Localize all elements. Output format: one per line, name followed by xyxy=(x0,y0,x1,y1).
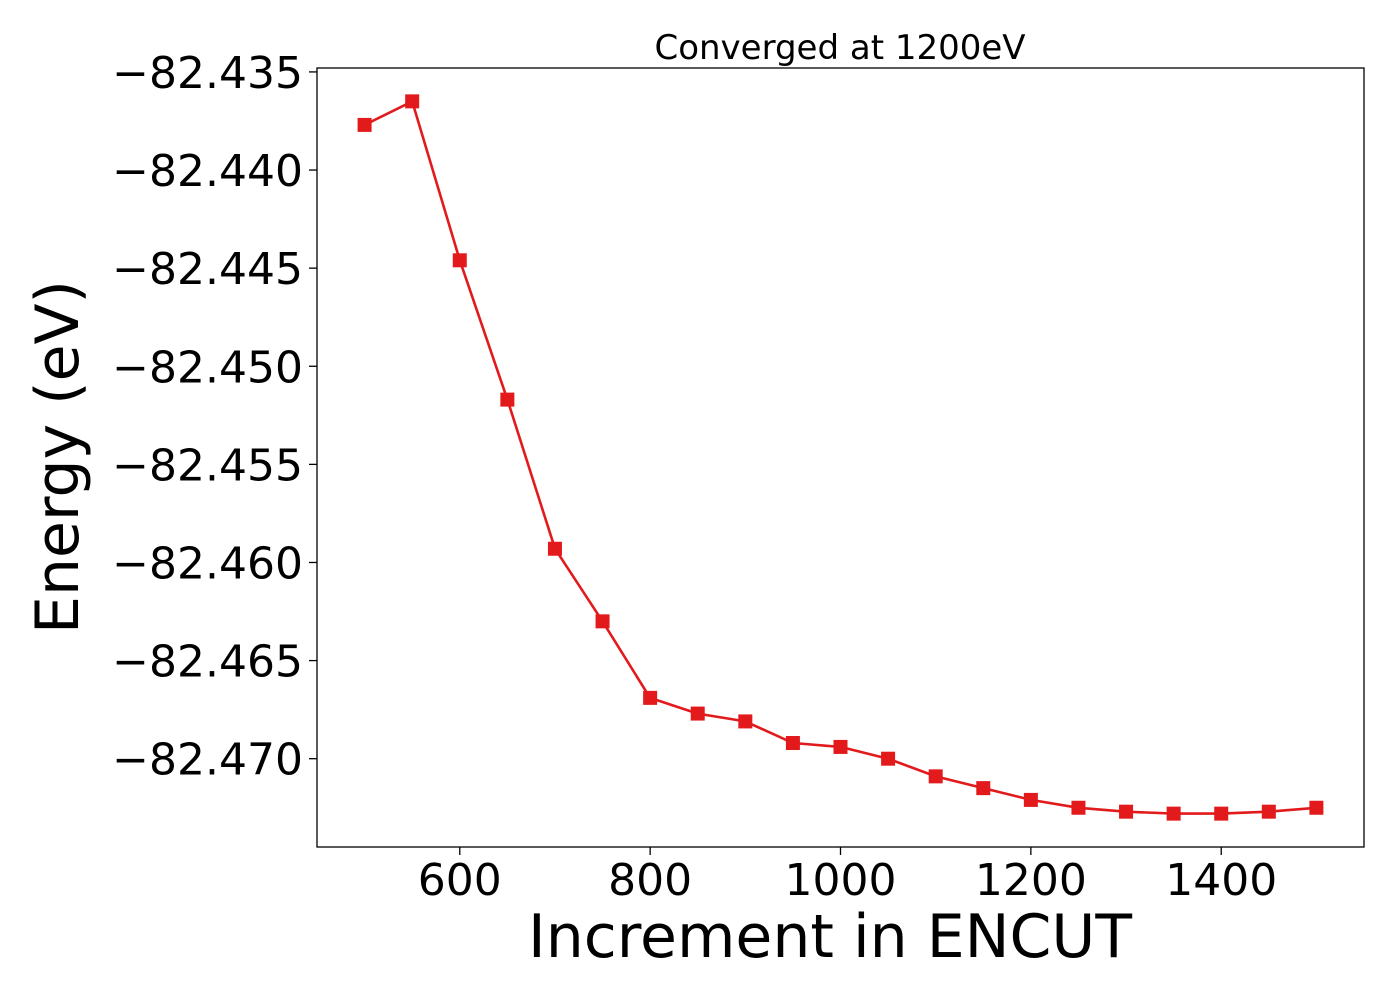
x-tick-label: 1000 xyxy=(785,855,897,906)
data-point-marker xyxy=(595,614,610,629)
y-tick-label: −82.435 xyxy=(112,48,303,99)
chart-title: Converged at 1200eV xyxy=(654,28,1025,68)
data-point-marker xyxy=(452,253,467,268)
x-tick-label: 1200 xyxy=(975,855,1087,906)
data-point-marker xyxy=(1261,804,1276,819)
x-tick-label: 1400 xyxy=(1165,855,1277,906)
data-point-marker xyxy=(738,714,753,729)
y-tick-label: −82.455 xyxy=(112,440,303,491)
y-tick-label: −82.450 xyxy=(112,342,303,393)
data-point-marker xyxy=(1214,806,1229,821)
data-point-marker xyxy=(357,117,372,132)
data-point-marker xyxy=(1166,806,1181,821)
data-point-marker xyxy=(643,690,658,705)
plot-frame xyxy=(316,67,1365,848)
x-axis-label: Increment in ENCUT xyxy=(528,902,1132,972)
data-point-marker xyxy=(928,769,943,784)
data-point-marker xyxy=(547,541,562,556)
y-tick-label: −82.440 xyxy=(112,146,303,197)
y-axis-label: Energy (eV) xyxy=(23,280,93,634)
x-tick-label: 600 xyxy=(418,855,502,906)
data-point-marker xyxy=(881,751,896,766)
data-point-marker xyxy=(785,736,800,751)
data-point-marker xyxy=(690,706,705,721)
axis-ticks: 600 800 1000 1200 1400 −82.435 −82.440 −82.445 −… xyxy=(112,48,1277,906)
data-point-marker xyxy=(1023,792,1038,807)
data-point-marker xyxy=(500,392,515,407)
data-point-marker xyxy=(405,94,420,109)
series-line xyxy=(364,100,1317,815)
y-tick-label: −82.470 xyxy=(112,735,303,786)
data-point-marker xyxy=(976,781,991,796)
data-point-marker xyxy=(1119,804,1134,819)
plot-area xyxy=(316,67,1365,848)
x-tick-label: 800 xyxy=(608,855,692,906)
data-point-marker xyxy=(1309,800,1324,815)
y-tick-label: −82.465 xyxy=(112,637,303,688)
y-tick-label: −82.460 xyxy=(112,538,303,589)
data-point-marker xyxy=(1071,800,1086,815)
data-point-marker xyxy=(833,739,848,754)
y-tick-label: −82.445 xyxy=(112,244,303,295)
